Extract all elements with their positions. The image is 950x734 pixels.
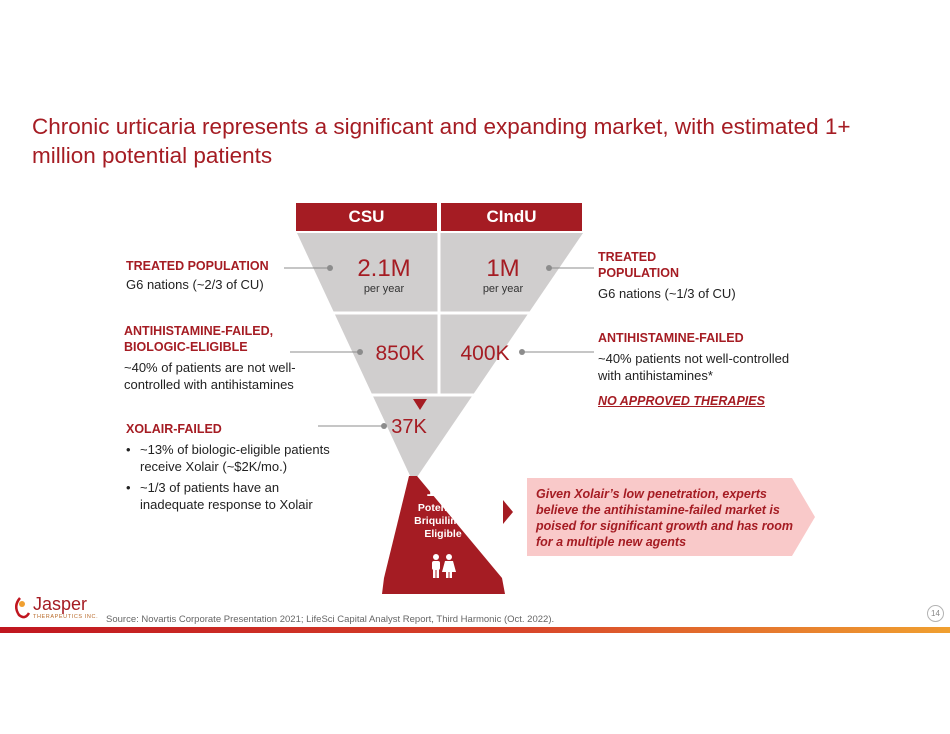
- logo-subtitle: THERAPEUTICS INC.: [33, 614, 99, 620]
- list-item: ~13% of biologic-eligible patients recei…: [126, 441, 356, 475]
- source-note: Source: Novartis Corporate Presentation …: [106, 614, 555, 625]
- page-number: 14: [927, 605, 944, 622]
- left-treated-heading: TREATED POPULATION: [126, 259, 269, 273]
- jasper-logo-mark: [15, 597, 31, 619]
- list-item-line: ~13% of biologic-eligible patients: [140, 442, 330, 457]
- left-antihistamine-text-2: controlled with antihistamines: [124, 377, 294, 392]
- cindu-antihistamine-value: 400K: [460, 342, 510, 365]
- csu-treated-value: 2.1M: [357, 255, 411, 282]
- right-treated-heading-2: POPULATION: [598, 266, 680, 280]
- eligible-line-2: Briquilimab: [414, 515, 472, 527]
- right-treated-heading-1: TREATED: [598, 250, 657, 264]
- list-item-line: receive Xolair (~$2K/mo.): [140, 459, 288, 474]
- chevron-right-icon: [503, 500, 513, 524]
- list-item: ~1/3 of patients have an inadequate resp…: [126, 479, 356, 513]
- xolair-bullet-list: ~13% of biologic-eligible patients recei…: [126, 441, 356, 517]
- connector-dot: [546, 265, 552, 271]
- list-item-line: ~1/3 of patients have an: [140, 480, 280, 495]
- right-treated-text: G6 nations (~1/3 of CU): [598, 286, 736, 301]
- left-antihistamine-heading-1: ANTIHISTAMINE-FAILED,: [124, 324, 274, 338]
- no-approved-therapies: NO APPROVED THERAPIES: [598, 394, 765, 408]
- connector-dot: [327, 265, 333, 271]
- connector-dot: [519, 349, 525, 355]
- people-icon: [432, 554, 456, 578]
- left-xolair-heading: XOLAIR-FAILED: [126, 422, 222, 436]
- cindu-header: CIndU: [441, 203, 582, 231]
- footer-bar: [0, 627, 950, 633]
- csu-antihistamine-value: 850K: [375, 342, 425, 365]
- right-antihistamine-text-2: with antihistamines*: [598, 368, 713, 383]
- eligible-value: 1M+: [426, 481, 460, 500]
- connector-dot: [357, 349, 363, 355]
- logo-name: Jasper: [33, 594, 88, 614]
- left-antihistamine-text-1: ~40% of patients are not well-: [124, 360, 296, 375]
- cindu-treated-value: 1M: [486, 255, 520, 282]
- page-title: Chronic urticaria represents a significa…: [32, 114, 851, 168]
- callout-text: Given Xolair’s low penetration, experts …: [536, 487, 793, 549]
- csu-treated-unit: per year: [363, 283, 405, 295]
- eligible-line-1: Potentialy: [417, 502, 469, 514]
- cindu-treated-unit: per year: [482, 283, 524, 295]
- eligible-segment: [382, 476, 505, 594]
- eligible-line-3: Eligible: [424, 528, 462, 540]
- right-antihistamine-text-1: ~40% patients not well-controlled: [598, 351, 790, 366]
- xolair-failed-value: 37K: [391, 416, 427, 438]
- callout-box: [527, 478, 815, 556]
- left-antihistamine-heading-2: BIOLOGIC-ELIGIBLE: [124, 340, 248, 354]
- connector-dot: [381, 423, 387, 429]
- csu-header: CSU: [296, 203, 437, 231]
- right-antihistamine-heading: ANTIHISTAMINE-FAILED: [598, 331, 744, 345]
- left-treated-text: G6 nations (~2/3 of CU): [126, 277, 264, 292]
- down-arrow-icon: [413, 399, 427, 410]
- list-item-line: inadequate response to Xolair: [140, 497, 313, 512]
